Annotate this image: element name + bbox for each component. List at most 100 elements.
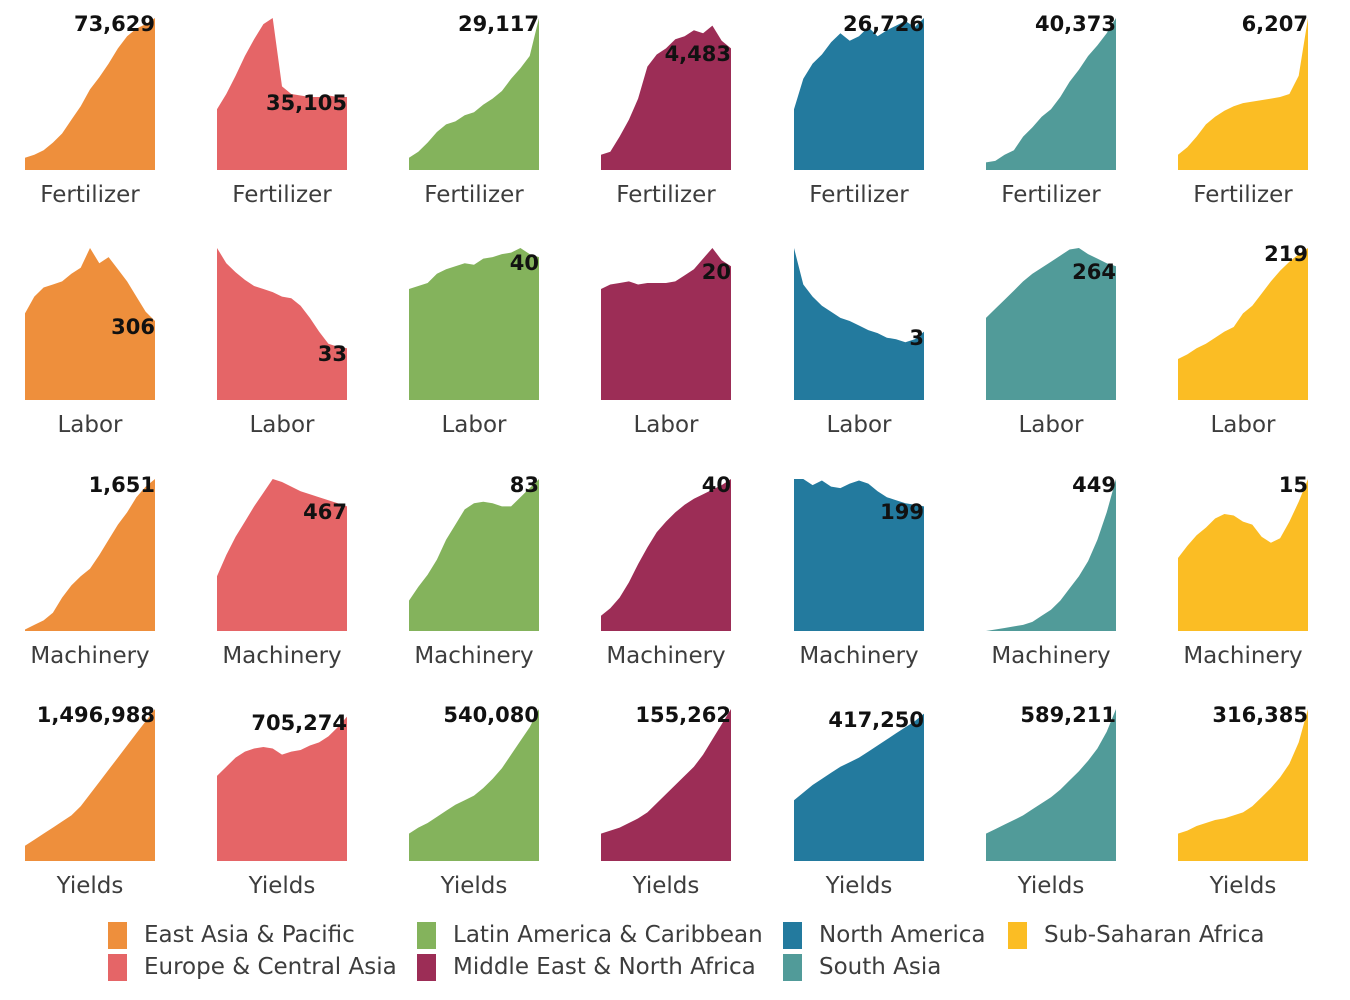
area-chart-yields-europe-and-central-asia bbox=[217, 716, 347, 861]
end-value-label: 1,651 bbox=[88, 473, 155, 497]
area-chart-fertilizer-middle-east-and-north-africa bbox=[601, 25, 731, 170]
panel-machinery-east-asia-and-pacific: 1,651 Machinery bbox=[25, 473, 155, 669]
area-series-yields-sub-saharan-africa bbox=[1178, 709, 1308, 861]
indicator-label: Machinery bbox=[30, 643, 150, 669]
area-chart-fertilizer-europe-and-central-asia bbox=[217, 18, 347, 170]
area-series-machinery-sub-saharan-africa bbox=[1178, 479, 1308, 631]
legend-label: Middle East & North Africa bbox=[453, 954, 756, 980]
legend-label: Latin America & Caribbean bbox=[453, 922, 763, 948]
indicator-label: Yields bbox=[1017, 873, 1085, 899]
area-chart-labor-north-america bbox=[794, 248, 924, 400]
panel-yields-east-asia-and-pacific: 1,496,988 Yields bbox=[25, 703, 155, 899]
area-series-yields-latin-america-and-caribbean bbox=[409, 709, 539, 861]
indicator-label: Labor bbox=[1210, 412, 1276, 438]
panel-yields-south-asia: 589,211 Yields bbox=[986, 703, 1116, 899]
area-series-labor-sub-saharan-africa bbox=[1178, 248, 1308, 400]
end-value-label: 705,274 bbox=[251, 710, 347, 735]
area-series-labor-middle-east-and-north-africa bbox=[601, 248, 731, 400]
area-series-yields-europe-and-central-asia bbox=[217, 716, 347, 861]
end-value-label: 449 bbox=[1072, 473, 1116, 497]
area-chart-machinery-south-asia bbox=[986, 479, 1116, 631]
end-value-label: 6,207 bbox=[1241, 12, 1308, 36]
end-value-label: 540,080 bbox=[443, 703, 539, 727]
area-series-fertilizer-sub-saharan-africa bbox=[1178, 18, 1308, 170]
area-chart-fertilizer-sub-saharan-africa bbox=[1178, 18, 1308, 170]
panel-labor-south-asia: 264 Labor bbox=[986, 248, 1116, 438]
legend-label: Europe & Central Asia bbox=[144, 954, 397, 980]
indicator-label: Fertilizer bbox=[809, 182, 909, 208]
legend-swatch bbox=[108, 954, 127, 981]
end-value-label: 35,105 bbox=[265, 91, 347, 116]
area-chart-yields-south-asia bbox=[986, 709, 1116, 861]
panel-labor-east-asia-and-pacific: 306 Labor bbox=[25, 248, 155, 438]
area-chart-labor-latin-america-and-caribbean bbox=[409, 248, 539, 400]
area-chart-machinery-north-america bbox=[794, 479, 924, 631]
end-value-label: 219 bbox=[1264, 242, 1308, 266]
area-series-yields-east-asia-and-pacific bbox=[25, 709, 155, 861]
end-value-label: 589,211 bbox=[1020, 703, 1116, 727]
panel-yields-north-america: 417,250 Yields bbox=[794, 708, 924, 899]
panel-labor-middle-east-and-north-africa: 20 Labor bbox=[601, 248, 731, 438]
area-series-labor-latin-america-and-caribbean bbox=[409, 248, 539, 400]
legend-swatch bbox=[417, 922, 436, 949]
panel-machinery-sub-saharan-africa: 15 Machinery bbox=[1178, 473, 1308, 669]
panel-machinery-europe-and-central-asia: 467 Machinery bbox=[217, 479, 347, 669]
panel-labor-sub-saharan-africa: 219 Labor bbox=[1178, 242, 1308, 438]
indicator-label: Fertilizer bbox=[1193, 182, 1293, 208]
indicator-label: Machinery bbox=[1183, 643, 1303, 669]
indicator-label: Fertilizer bbox=[232, 182, 332, 208]
area-chart-machinery-east-asia-and-pacific bbox=[25, 479, 155, 631]
indicator-label: Labor bbox=[633, 412, 699, 438]
end-value-label: 199 bbox=[880, 500, 924, 525]
panel-fertilizer-north-america: 26,726 Fertilizer bbox=[794, 12, 924, 208]
indicator-label: Machinery bbox=[222, 643, 342, 669]
area-series-machinery-latin-america-and-caribbean bbox=[409, 479, 539, 631]
area-series-fertilizer-south-asia bbox=[986, 18, 1116, 170]
end-value-label: 26,726 bbox=[842, 12, 924, 36]
end-value-label: 40 bbox=[701, 473, 731, 497]
indicator-label: Labor bbox=[826, 412, 892, 438]
end-value-label: 73,629 bbox=[73, 12, 155, 36]
indicator-label: Machinery bbox=[799, 643, 919, 669]
area-chart-fertilizer-north-america bbox=[794, 18, 924, 170]
area-chart-yields-east-asia-and-pacific bbox=[25, 709, 155, 861]
indicator-label: Fertilizer bbox=[1001, 182, 1101, 208]
indicator-label: Yields bbox=[632, 873, 700, 899]
panel-yields-middle-east-and-north-africa: 155,262 Yields bbox=[601, 703, 731, 899]
end-value-label: 15 bbox=[1278, 473, 1308, 497]
area-series-yields-north-america bbox=[794, 713, 924, 861]
indicator-label: Fertilizer bbox=[424, 182, 524, 208]
panel-labor-latin-america-and-caribbean: 40 Labor bbox=[409, 248, 539, 438]
area-series-fertilizer-east-asia-and-pacific bbox=[25, 18, 155, 170]
panel-fertilizer-latin-america-and-caribbean: 29,117 Fertilizer bbox=[409, 12, 539, 208]
indicator-label: Yields bbox=[825, 873, 893, 899]
indicator-label: Yields bbox=[1209, 873, 1277, 899]
indicator-label: Yields bbox=[248, 873, 316, 899]
indicator-label: Yields bbox=[440, 873, 508, 899]
area-chart-labor-south-asia bbox=[986, 248, 1116, 400]
panel-fertilizer-east-asia-and-pacific: 73,629 Fertilizer bbox=[25, 12, 155, 208]
indicator-label: Labor bbox=[249, 412, 315, 438]
end-value-label: 316,385 bbox=[1212, 703, 1308, 727]
area-chart-labor-europe-and-central-asia bbox=[217, 248, 347, 400]
area-chart-machinery-middle-east-and-north-africa bbox=[601, 479, 731, 631]
area-chart-labor-sub-saharan-africa bbox=[1178, 248, 1308, 400]
area-series-fertilizer-middle-east-and-north-africa bbox=[601, 25, 731, 170]
legend-swatch bbox=[783, 954, 802, 981]
indicator-label: Fertilizer bbox=[616, 182, 716, 208]
end-value-label: 155,262 bbox=[635, 703, 731, 727]
end-value-label: 33 bbox=[317, 342, 347, 367]
panel-labor-north-america: 3 Labor bbox=[794, 248, 924, 438]
indicator-label: Machinery bbox=[414, 643, 534, 669]
area-chart-fertilizer-latin-america-and-caribbean bbox=[409, 18, 539, 170]
panel-fertilizer-middle-east-and-north-africa: 4,483 Fertilizer bbox=[601, 18, 731, 208]
area-series-machinery-south-asia bbox=[986, 479, 1116, 631]
end-value-label: 29,117 bbox=[457, 12, 539, 36]
area-series-machinery-east-asia-and-pacific bbox=[25, 479, 155, 631]
indicator-label: Machinery bbox=[991, 643, 1111, 669]
panel-machinery-south-asia: 449 Machinery bbox=[986, 473, 1116, 669]
indicator-label: Labor bbox=[57, 412, 123, 438]
area-series-yields-middle-east-and-north-africa bbox=[601, 709, 731, 861]
legend: East Asia & Pacific Europe & Central Asia… bbox=[0, 918, 1350, 998]
end-value-label: 467 bbox=[303, 500, 347, 525]
